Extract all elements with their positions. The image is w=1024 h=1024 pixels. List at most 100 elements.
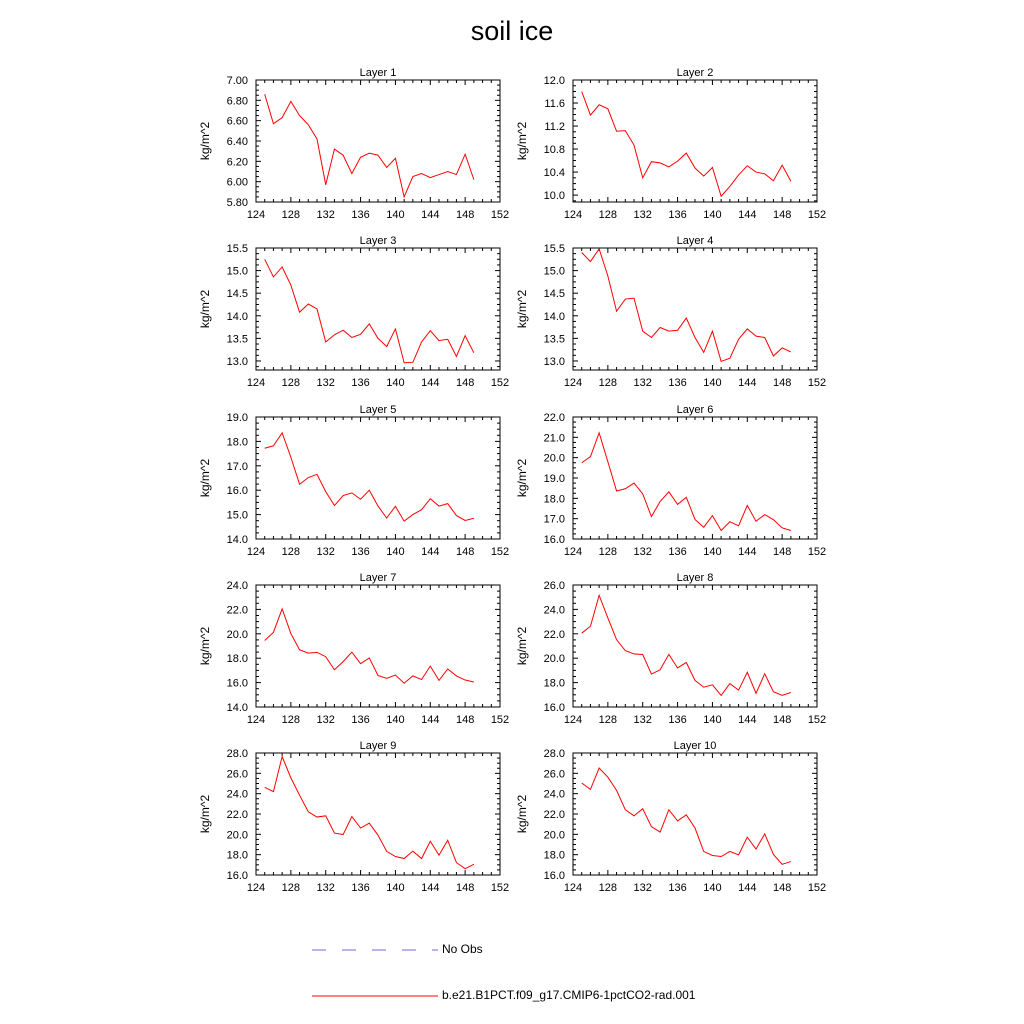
y-tick-label: 20.0	[544, 453, 565, 465]
x-tick-label: 152	[808, 882, 826, 894]
x-tick-label: 124	[247, 546, 265, 558]
y-tick-label: 24.0	[227, 580, 248, 592]
x-tick-label: 152	[491, 882, 509, 894]
panel-layer-7: Layer 7 kg/m^2 124 128 132 136 140 144 148 152 14.…	[198, 572, 509, 726]
y-tick-label: 12.0	[544, 75, 565, 87]
plot-frame	[572, 247, 818, 371]
x-tick-label: 144	[738, 377, 756, 389]
x-tick-label: 136	[668, 377, 686, 389]
y-tick-label: 15.0	[227, 266, 248, 278]
y-axis-label: kg/m^2	[515, 290, 529, 329]
x-tick-label: 124	[247, 714, 265, 726]
y-tick-label: 10.8	[544, 144, 565, 156]
x-tick-label: 128	[599, 546, 617, 558]
x-tick-label: 124	[564, 546, 582, 558]
y-tick-label: 28.0	[227, 748, 248, 760]
panel-title: Layer 9	[360, 740, 397, 752]
x-tick-label: 124	[564, 377, 582, 389]
x-tick-label: 132	[634, 714, 652, 726]
figure-title: soil ice	[470, 16, 554, 46]
panel-title: Layer 1	[360, 67, 397, 79]
y-tick-label: 10.4	[544, 167, 565, 179]
panel-title: Layer 10	[674, 740, 717, 752]
x-tick-label: 136	[351, 882, 369, 894]
y-tick-label: 6.60	[227, 116, 248, 128]
plot-frame	[572, 416, 818, 540]
x-tick-label: 152	[491, 377, 509, 389]
series-line	[581, 91, 792, 198]
x-tick-label: 124	[247, 377, 265, 389]
plot-frame	[255, 247, 501, 371]
plot-frame	[255, 416, 501, 540]
x-tick-label: 136	[351, 714, 369, 726]
panel-layer-8: Layer 8 kg/m^2 124 128 132 136 140 144 148 152 16.…	[515, 572, 826, 726]
x-tick-label: 132	[634, 882, 652, 894]
y-tick-label: 16.0	[227, 485, 248, 497]
x-tick-label: 144	[738, 882, 756, 894]
series-line	[264, 607, 474, 684]
plot-frame	[572, 752, 818, 876]
x-tick-label: 144	[421, 714, 439, 726]
y-tick-label: 14.0	[227, 311, 248, 323]
y-tick-label: 28.0	[544, 748, 565, 760]
y-tick-label: 24.0	[227, 789, 248, 801]
x-tick-label: 140	[386, 377, 404, 389]
legend-label-model: b.e21.B1PCT.f09_g17.CMIP6-1pctCO2-rad.00…	[442, 988, 696, 1002]
y-axis-label: kg/m^2	[198, 122, 212, 161]
series-line	[581, 247, 792, 363]
y-tick-label: 18.0	[227, 653, 248, 665]
x-tick-label: 148	[773, 714, 791, 726]
x-tick-label: 124	[247, 209, 265, 221]
x-tick-label: 132	[317, 377, 335, 389]
y-tick-label: 14.0	[227, 702, 248, 714]
y-tick-label: 6.80	[227, 95, 248, 107]
panel-layer-1: Layer 1 kg/m^2 124 128 132 136 140 144 148 152 5.8…	[198, 67, 509, 221]
panel-layer-4: Layer 4 kg/m^2 124 128 132 136 140 144 148 152 13.…	[515, 235, 826, 389]
x-tick-label: 148	[456, 882, 474, 894]
series-line	[581, 431, 792, 532]
x-tick-label: 128	[282, 377, 300, 389]
x-tick-label: 132	[634, 546, 652, 558]
y-tick-label: 5.80	[227, 197, 248, 209]
y-axis-label: kg/m^2	[198, 627, 212, 666]
y-tick-label: 13.0	[544, 356, 565, 368]
plot-frame	[572, 584, 818, 708]
y-axis-label: kg/m^2	[198, 459, 212, 498]
plot-frame	[255, 752, 501, 876]
x-tick-label: 136	[351, 377, 369, 389]
y-tick-label: 24.0	[544, 789, 565, 801]
x-tick-label: 148	[456, 209, 474, 221]
x-tick-label: 136	[668, 209, 686, 221]
x-tick-label: 128	[599, 882, 617, 894]
x-tick-label: 136	[351, 546, 369, 558]
x-tick-label: 136	[668, 882, 686, 894]
y-tick-label: 16.0	[544, 702, 565, 714]
x-tick-label: 140	[703, 546, 721, 558]
x-tick-label: 148	[456, 546, 474, 558]
y-tick-label: 11.6	[544, 98, 565, 110]
panel-title: Layer 7	[360, 572, 397, 584]
x-tick-label: 140	[703, 882, 721, 894]
y-axis-label: kg/m^2	[515, 459, 529, 498]
x-tick-label: 148	[773, 377, 791, 389]
x-tick-label: 132	[317, 209, 335, 221]
legend	[312, 949, 438, 997]
y-axis-label: kg/m^2	[198, 290, 212, 329]
plot-frame	[255, 584, 501, 708]
y-tick-label: 15.0	[544, 266, 565, 278]
y-tick-label: 26.0	[544, 580, 565, 592]
y-tick-label: 24.0	[544, 604, 565, 616]
x-tick-label: 152	[808, 209, 826, 221]
y-tick-label: 7.00	[227, 75, 248, 87]
panel-layer-2: Layer 2 kg/m^2 124 128 132 136 140 144 148 152 10.…	[515, 67, 826, 221]
y-tick-label: 14.0	[227, 534, 248, 546]
y-tick-label: 22.0	[544, 809, 565, 821]
y-tick-label: 16.0	[544, 534, 565, 546]
y-tick-label: 6.00	[227, 177, 248, 189]
chart-panels: Layer 1 kg/m^2 124 128 132 136 140 144 148 152 5.8…	[198, 67, 826, 894]
x-tick-label: 144	[738, 209, 756, 221]
x-tick-label: 148	[456, 714, 474, 726]
x-tick-label: 148	[773, 882, 791, 894]
x-tick-label: 136	[668, 546, 686, 558]
series-line	[581, 593, 792, 697]
